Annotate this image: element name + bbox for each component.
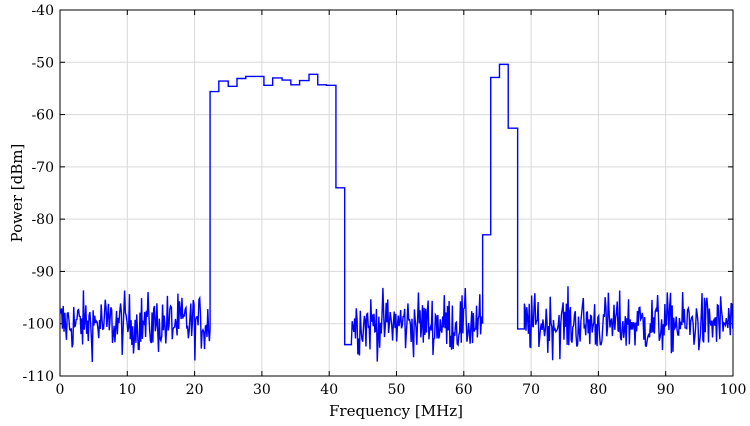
x-tick-label: 90	[657, 382, 675, 398]
y-tick-label: -60	[31, 108, 54, 124]
y-tick-label: -110	[23, 369, 54, 385]
series-line	[59, 63, 734, 363]
x-tick-label: 50	[388, 382, 406, 398]
x-tick-label: 0	[56, 382, 65, 398]
y-tick-label: -100	[23, 317, 54, 333]
x-tick-labels: 0 10 20 30 40 50 60 70 80 90 100	[56, 382, 747, 398]
x-tick-label: 80	[589, 382, 607, 398]
x-tick-label: 70	[522, 382, 540, 398]
y-tick-label: -90	[31, 264, 54, 280]
x-tick-label: 40	[320, 382, 338, 398]
axis-ticks	[59, 9, 734, 377]
y-tick-label: -50	[31, 55, 54, 71]
y-tick-label: -40	[31, 3, 54, 19]
x-tick-label: 30	[253, 382, 271, 398]
x-tick-label: 20	[186, 382, 204, 398]
x-axis-label: Frequency [MHz]	[329, 402, 463, 420]
y-tick-labels: -40 -50 -60 -70 -80 -90 -100 -110	[23, 3, 54, 385]
y-axis-label: Power [dBm]	[8, 144, 26, 243]
y-tick-label: -80	[31, 212, 54, 228]
x-tick-label: 100	[720, 382, 747, 398]
x-tick-label: 10	[118, 382, 136, 398]
y-tick-label: -70	[31, 160, 54, 176]
x-tick-label: 60	[455, 382, 473, 398]
